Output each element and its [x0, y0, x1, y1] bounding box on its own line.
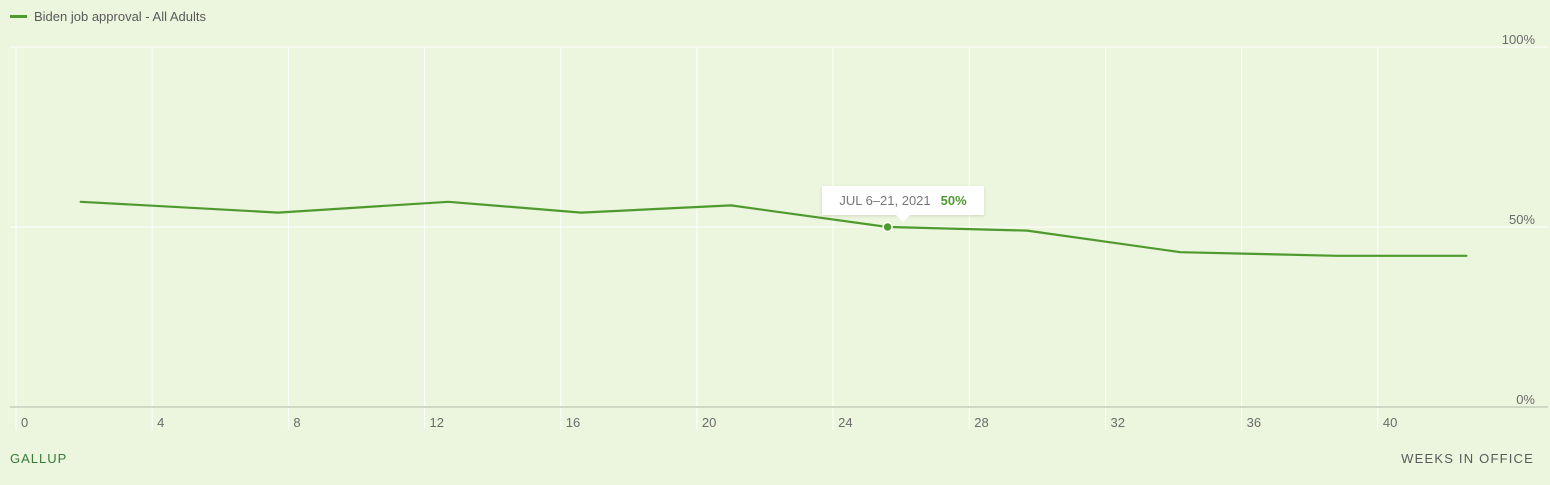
legend-label: Biden job approval - All Adults — [34, 9, 206, 24]
x-tick-label: 8 — [293, 415, 300, 430]
legend[interactable]: Biden job approval - All Adults — [10, 9, 206, 24]
y-tick-label: 100% — [1502, 32, 1536, 47]
x-tick-label: 4 — [157, 415, 164, 430]
x-tick-label: 24 — [838, 415, 852, 430]
y-tick-label: 0% — [1516, 392, 1535, 407]
x-tick-label: 28 — [974, 415, 988, 430]
grid-layer — [10, 46, 1548, 430]
tooltip: JUL 6–21, 2021 50% — [822, 186, 984, 215]
series-line — [79, 200, 1468, 257]
highlight-point — [882, 221, 893, 233]
x-tick-label: 32 — [1110, 415, 1124, 430]
tooltip-value: 50% — [940, 193, 967, 208]
source-label[interactable]: GALLUP — [10, 451, 68, 466]
series-layer — [79, 200, 1468, 257]
y-tick-label: 50% — [1509, 212, 1535, 227]
x-tick-label: 36 — [1247, 415, 1261, 430]
x-tick-label: 12 — [430, 415, 444, 430]
x-axis-title: WEEKS IN OFFICE — [1401, 451, 1534, 466]
x-tick-label: 0 — [21, 415, 28, 430]
x-tick-label: 16 — [566, 415, 580, 430]
x-tick-label: 20 — [702, 415, 716, 430]
tooltip-arrow — [896, 215, 910, 222]
tick-layer: 0 4 8 12 16 20 24 28 32 36 40 0% 50% 100% — [21, 32, 1535, 430]
tooltip-date: JUL 6–21, 2021 — [839, 193, 931, 208]
x-tick-label: 40 — [1383, 415, 1397, 430]
legend-swatch — [10, 15, 27, 18]
